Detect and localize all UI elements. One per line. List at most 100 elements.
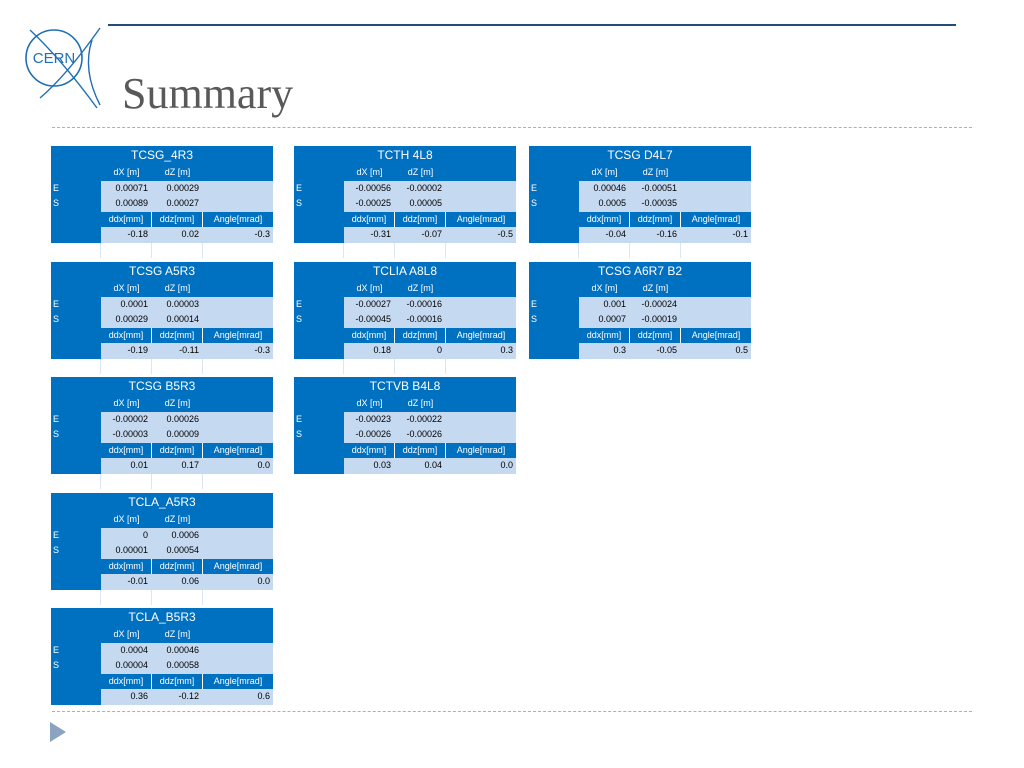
blank-cell [681, 312, 751, 328]
table-row [51, 589, 273, 605]
blank-cell [51, 589, 101, 605]
angle-header: Angle[mrad] [681, 211, 751, 227]
blank-cell [681, 242, 751, 258]
dz-header: dZ [m] [630, 165, 681, 181]
s-dx-value: 0.00089 [101, 196, 152, 212]
row-label-e: E [529, 296, 579, 312]
blank-cell [203, 427, 273, 443]
ddx-header: ddx[mm] [101, 673, 152, 689]
ddx-header: ddx[mm] [344, 442, 395, 458]
s-dx-value: -0.00003 [101, 427, 152, 443]
blank-cell [203, 242, 273, 258]
collimator-name: TCSG B5R3 [51, 377, 273, 396]
table-row: S 0.0007 -0.00019 [529, 312, 751, 328]
table-row: TCLA_A5R3 [51, 493, 273, 512]
e-dz-value: -0.00051 [630, 180, 681, 196]
blank-cell [51, 211, 101, 227]
table-row: E -0.00056 -0.00002 [294, 180, 516, 196]
table-row: S 0.00004 0.00058 [51, 658, 273, 674]
table-row: ddx[mm] ddz[mm] Angle[mrad] [294, 327, 516, 343]
next-slide-arrow-icon[interactable] [50, 722, 66, 742]
table-row: -0.18 0.02 -0.3 [51, 227, 273, 243]
blank-cell [681, 281, 751, 297]
table-row: dX [m] dZ [m] [51, 165, 273, 181]
e-dz-value: 0.00026 [152, 411, 203, 427]
blank-cell [203, 180, 273, 196]
blank-cell [203, 165, 273, 181]
blank-cell [51, 689, 101, 705]
blank-cell [446, 242, 516, 258]
table-row: E 0.001 -0.00024 [529, 296, 751, 312]
table-row: ddx[mm] ddz[mm] Angle[mrad] [51, 327, 273, 343]
blank-cell [395, 242, 446, 258]
table-row: ddx[mm] ddz[mm] Angle[mrad] [51, 442, 273, 458]
row-label-s: S [294, 312, 344, 328]
angle-value: -0.3 [203, 343, 273, 359]
table-row [529, 242, 751, 258]
s-dx-value: -0.00025 [344, 196, 395, 212]
s-dx-value: 0.0005 [579, 196, 630, 212]
collimator-table: TCSG B5R3 dX [m] dZ [m] E -0.00002 0.00026 S -0… [51, 377, 273, 489]
ddx-header: ddx[mm] [101, 211, 152, 227]
collimator-table: TCLA_B5R3 dX [m] dZ [m] E 0.0004 0.00046 S 0.00… [51, 608, 273, 705]
table-row: ddx[mm] ddz[mm] Angle[mrad] [529, 211, 751, 227]
blank-cell [203, 589, 273, 605]
s-dx-value: 0.00029 [101, 312, 152, 328]
table-row: -0.04 -0.16 -0.1 [529, 227, 751, 243]
angle-header: Angle[mrad] [203, 673, 273, 689]
angle-header: Angle[mrad] [203, 327, 273, 343]
collimator-name: TCSG A5R3 [51, 262, 273, 281]
collimator-table: TCSG A6R7 B2 dX [m] dZ [m] E 0.001 -0.00024 S 0… [529, 262, 751, 359]
row-label-e: E [294, 411, 344, 427]
blank-cell [51, 512, 101, 528]
table-row: E -0.00023 -0.00022 [294, 411, 516, 427]
ddz-value: 0.02 [152, 227, 203, 243]
e-dz-value: -0.00024 [630, 296, 681, 312]
table-row [51, 242, 273, 258]
ddz-header: ddz[mm] [395, 327, 446, 343]
row-label-e: E [51, 180, 101, 196]
blank-cell [344, 242, 395, 258]
blank-cell [446, 196, 516, 212]
divider-bottom [52, 711, 972, 712]
blank-cell [446, 427, 516, 443]
table-row: TCSG B5R3 [51, 377, 273, 396]
blank-cell [294, 242, 344, 258]
ddz-header: ddz[mm] [152, 211, 203, 227]
dz-header: dZ [m] [152, 512, 203, 528]
blank-cell [294, 327, 344, 343]
s-dx-value: -0.00026 [344, 427, 395, 443]
blank-cell [681, 165, 751, 181]
s-dz-value: 0.00058 [152, 658, 203, 674]
table-row: TCLA_B5R3 [51, 608, 273, 627]
ddz-header: ddz[mm] [395, 211, 446, 227]
e-dz-value: 0.00003 [152, 296, 203, 312]
ddz-value: -0.11 [152, 343, 203, 359]
e-dx-value: 0.00071 [101, 180, 152, 196]
table-row: S 0.00001 0.00054 [51, 543, 273, 559]
collimator-table: TCSG A5R3 dX [m] dZ [m] E 0.0001 0.00003 S 0.00… [51, 262, 273, 374]
dx-header: dX [m] [101, 512, 152, 528]
blank-cell [203, 627, 273, 643]
blank-cell [51, 165, 101, 181]
blank-cell [446, 312, 516, 328]
angle-header: Angle[mrad] [446, 327, 516, 343]
table-row: S -0.00025 0.00005 [294, 196, 516, 212]
table-row [294, 358, 516, 374]
title-rule [108, 24, 956, 26]
ddx-value: 0.18 [344, 343, 395, 359]
dx-header: dX [m] [101, 281, 152, 297]
collimator-name: TCTH 4L8 [294, 146, 516, 165]
blank-cell [681, 180, 751, 196]
e-dx-value: 0.00046 [579, 180, 630, 196]
blank-cell [152, 589, 203, 605]
angle-header: Angle[mrad] [203, 211, 273, 227]
dx-header: dX [m] [579, 165, 630, 181]
angle-value: 0.0 [203, 458, 273, 474]
blank-cell [529, 211, 579, 227]
row-label-e: E [51, 527, 101, 543]
collimator-name: TCSG A6R7 B2 [529, 262, 751, 281]
ddx-value: 0.01 [101, 458, 152, 474]
blank-cell [51, 627, 101, 643]
blank-cell [203, 658, 273, 674]
